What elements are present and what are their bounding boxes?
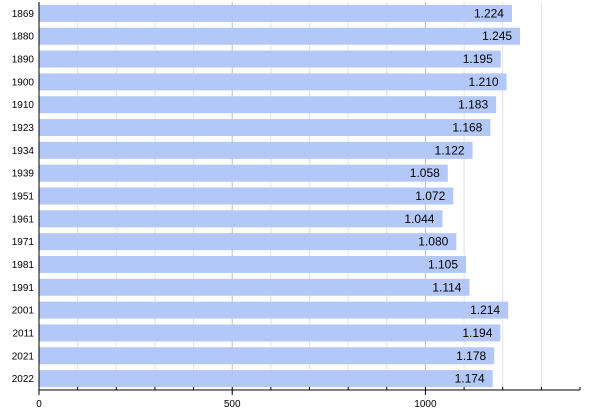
category-label-1923: 1923 bbox=[12, 123, 35, 134]
bar-1890 bbox=[39, 50, 501, 68]
bar-1900 bbox=[39, 73, 507, 91]
value-label-1900: 1.210 bbox=[469, 75, 499, 89]
value-label-1880: 1.245 bbox=[482, 29, 512, 43]
category-label-1981: 1981 bbox=[12, 260, 35, 271]
bar-1991 bbox=[39, 278, 470, 296]
value-label-1991: 1.114 bbox=[432, 280, 461, 294]
value-label-1910: 1.183 bbox=[458, 98, 488, 112]
x-tick-label-500: 500 bbox=[224, 399, 241, 409]
value-label-2011: 1.194 bbox=[462, 326, 492, 340]
axes: 0 500 1000 bbox=[36, 2, 581, 409]
value-label-2021: 1.178 bbox=[456, 349, 486, 363]
x-tick-label-1000: 1000 bbox=[414, 399, 437, 409]
bar-1880 bbox=[39, 27, 521, 45]
value-label-2022: 1.174 bbox=[455, 372, 485, 386]
bar-2011 bbox=[39, 324, 501, 342]
category-label-1869: 1869 bbox=[12, 9, 35, 20]
category-label-1961: 1961 bbox=[12, 214, 35, 225]
value-label-1961: 1.044 bbox=[404, 212, 434, 226]
category-label-1890: 1890 bbox=[12, 55, 35, 66]
value-label-1971: 1.080 bbox=[418, 235, 448, 249]
category-label-1880: 1880 bbox=[12, 32, 35, 43]
value-label-1923: 1.168 bbox=[452, 121, 482, 135]
category-label-1900: 1900 bbox=[12, 77, 35, 88]
bar-2021 bbox=[39, 347, 495, 365]
bar-1961 bbox=[39, 210, 443, 228]
value-label-1939: 1.058 bbox=[410, 166, 440, 180]
category-label-1991: 1991 bbox=[12, 283, 35, 294]
bar-1951 bbox=[39, 187, 454, 205]
value-labels: 1.224 1.245 1.195 1.210 1.183 1.168 1.122 1.058… bbox=[404, 6, 512, 385]
bar-1923 bbox=[39, 119, 491, 137]
category-label-1951: 1951 bbox=[12, 192, 35, 203]
bar-1981 bbox=[39, 255, 467, 273]
category-label-2011: 2011 bbox=[12, 328, 34, 339]
bars bbox=[39, 4, 521, 388]
bar-2022 bbox=[39, 370, 493, 388]
value-label-1869: 1.224 bbox=[474, 6, 504, 20]
category-labels: 1869 1880 1890 1900 1910 1923 1934 1939 1951 1961… bbox=[12, 9, 35, 385]
category-label-1971: 1971 bbox=[12, 237, 35, 248]
category-label-1939: 1939 bbox=[12, 169, 35, 180]
bar-1939 bbox=[39, 164, 448, 182]
category-label-2021: 2021 bbox=[12, 351, 35, 362]
x-tick-label-0: 0 bbox=[36, 399, 42, 409]
bar-1934 bbox=[39, 141, 473, 159]
category-label-1910: 1910 bbox=[12, 100, 35, 111]
value-label-1890: 1.195 bbox=[463, 52, 493, 66]
value-label-1981: 1.105 bbox=[428, 257, 458, 271]
category-label-1934: 1934 bbox=[12, 146, 35, 157]
value-label-2001: 1.214 bbox=[470, 303, 500, 317]
bar-1869 bbox=[39, 4, 512, 22]
value-label-1951: 1.072 bbox=[415, 189, 445, 203]
value-label-1934: 1.122 bbox=[435, 143, 465, 157]
category-label-2022: 2022 bbox=[12, 374, 35, 385]
bar-1910 bbox=[39, 96, 497, 114]
bar-1971 bbox=[39, 233, 457, 251]
category-label-2001: 2001 bbox=[12, 306, 35, 317]
bar-2001 bbox=[39, 301, 509, 319]
